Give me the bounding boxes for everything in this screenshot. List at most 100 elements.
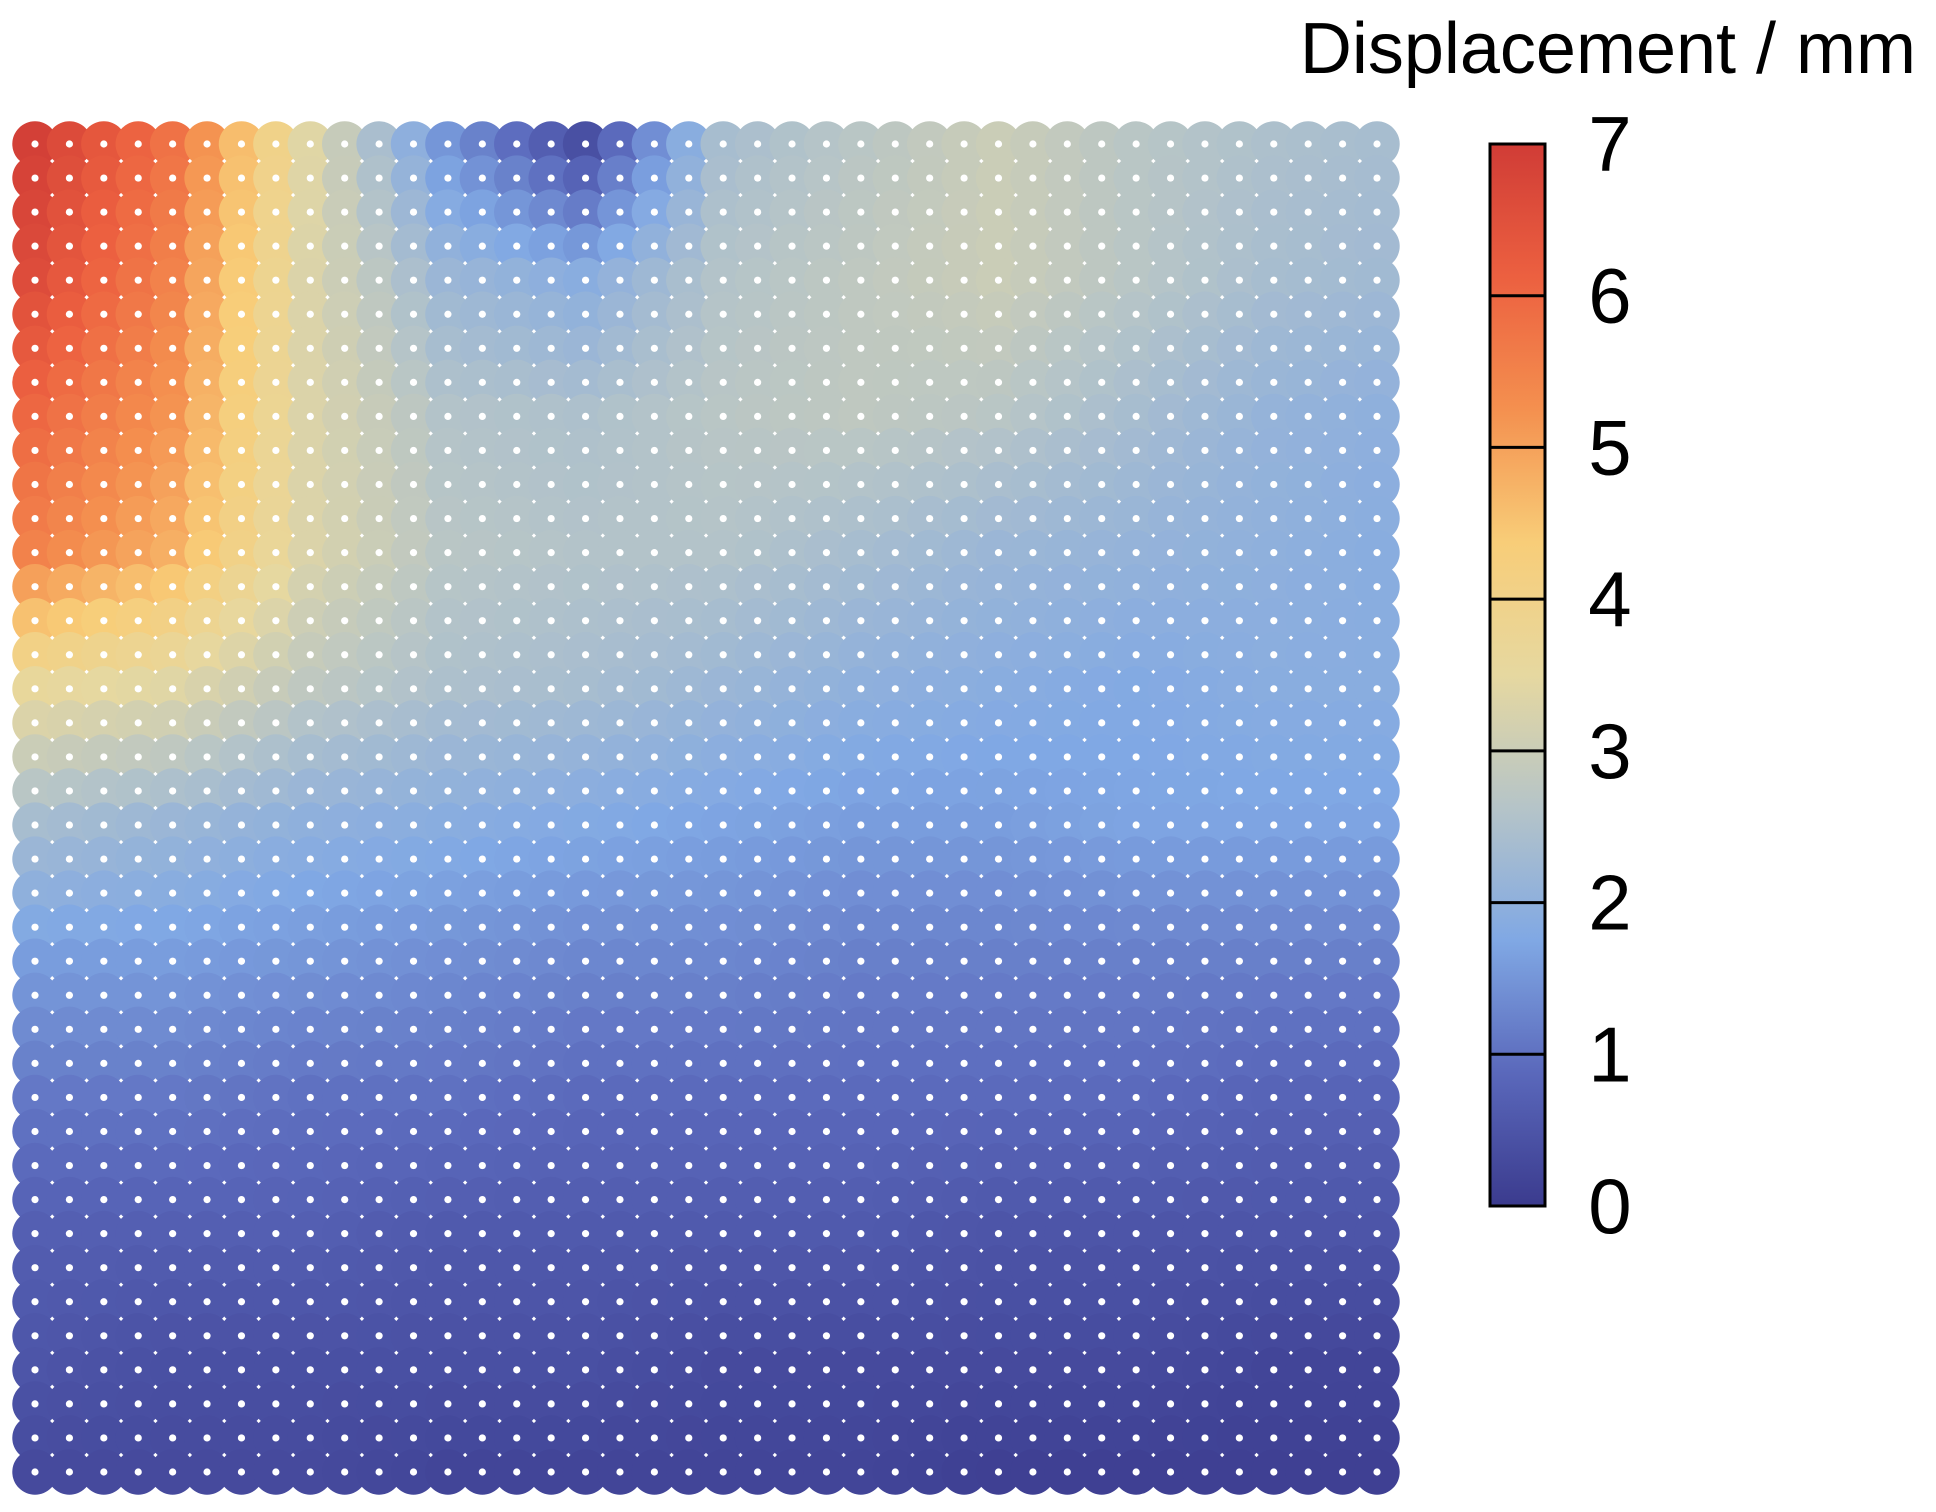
measurement-point	[1338, 446, 1347, 455]
measurement-point	[1029, 480, 1037, 489]
measurement-point	[306, 1230, 314, 1238]
measurement-point	[1132, 1059, 1140, 1067]
measurement-point	[1132, 617, 1140, 625]
measurement-point	[237, 1468, 246, 1476]
measurement-point	[478, 991, 486, 999]
measurement-point	[100, 174, 108, 182]
measurement-point	[1270, 617, 1278, 625]
measurement-point	[581, 1161, 590, 1170]
measurement-point	[1166, 344, 1175, 352]
measurement-point	[272, 514, 280, 523]
measurement-point	[341, 889, 349, 897]
measurement-point	[1098, 617, 1106, 625]
measurement-point	[272, 412, 280, 421]
measurement-point	[650, 651, 658, 659]
measurement-point	[31, 1127, 39, 1136]
measurement-point	[272, 889, 280, 897]
measurement-point	[203, 344, 211, 352]
colorbar-tick-label: 7	[1588, 100, 1631, 188]
measurement-point	[444, 1264, 452, 1272]
measurement-point	[754, 821, 762, 829]
measurement-point	[100, 753, 108, 761]
measurement-point	[444, 923, 452, 931]
measurement-point	[581, 1127, 590, 1136]
measurement-point	[754, 1230, 762, 1238]
measurement-point	[237, 310, 246, 318]
measurement-point	[306, 787, 314, 795]
measurement-point	[1235, 889, 1243, 897]
measurement-point	[1029, 208, 1037, 216]
measurement-point	[65, 787, 74, 795]
measurement-point	[857, 685, 865, 693]
measurement-point	[478, 583, 486, 591]
measurement-point	[788, 1025, 796, 1033]
measurement-point	[788, 1468, 796, 1476]
measurement-point	[857, 991, 865, 999]
measurement-point	[409, 549, 418, 557]
measurement-point	[409, 174, 418, 182]
measurement-point	[994, 140, 1003, 148]
measurement-point	[1270, 1332, 1278, 1340]
measurement-point	[513, 1468, 521, 1476]
measurement-point	[1270, 923, 1278, 931]
measurement-point	[31, 957, 39, 965]
measurement-point	[994, 1264, 1003, 1272]
measurement-point	[926, 549, 934, 557]
measurement-point	[1201, 1161, 1209, 1170]
measurement-point	[857, 1468, 865, 1476]
measurement-point	[100, 719, 108, 727]
measurement-point	[650, 1366, 658, 1374]
measurement-point	[1338, 549, 1347, 557]
measurement-point	[478, 821, 486, 829]
measurement-point	[306, 242, 314, 250]
measurement-point	[960, 480, 968, 489]
measurement-point	[1304, 753, 1312, 761]
measurement-point	[1235, 991, 1243, 999]
measurement-point	[1201, 957, 1209, 965]
measurement-point	[1132, 1400, 1140, 1408]
measurement-point	[1166, 412, 1175, 421]
measurement-point	[237, 821, 246, 829]
measurement-point	[891, 1298, 899, 1306]
measurement-point	[994, 991, 1003, 999]
measurement-point	[616, 651, 624, 659]
measurement-point	[375, 685, 383, 693]
measurement-point	[754, 1298, 762, 1306]
measurement-point	[1166, 378, 1175, 386]
measurement-point	[341, 1332, 349, 1340]
measurement-point	[1063, 1468, 1071, 1476]
measurement-point	[272, 651, 280, 659]
measurement-point	[306, 685, 314, 693]
measurement-point	[1098, 1332, 1106, 1340]
measurement-point	[31, 753, 39, 761]
measurement-point	[444, 719, 452, 727]
measurement-point	[444, 889, 452, 897]
measurement-point	[1338, 1025, 1347, 1033]
measurement-point	[891, 1434, 899, 1442]
measurement-point	[857, 923, 865, 931]
measurement-point	[1270, 855, 1278, 863]
measurement-point	[31, 1468, 39, 1476]
measurement-point	[272, 1059, 280, 1067]
measurement-point	[306, 1025, 314, 1033]
measurement-point	[409, 1059, 418, 1067]
colorbar-tick-label: 3	[1588, 707, 1631, 795]
measurement-point	[65, 1230, 74, 1238]
measurement-point	[581, 991, 590, 999]
measurement-point	[685, 1332, 693, 1340]
measurement-point	[788, 583, 796, 591]
measurement-point	[685, 174, 693, 182]
measurement-point	[857, 1264, 865, 1272]
measurement-point	[1270, 378, 1278, 386]
measurement-point	[1235, 1195, 1243, 1204]
measurement-point	[100, 923, 108, 931]
measurement-point	[409, 1298, 418, 1306]
measurement-point	[1373, 1059, 1381, 1067]
measurement-point	[1235, 1434, 1243, 1442]
measurement-point	[1235, 821, 1243, 829]
measurement-point	[65, 821, 74, 829]
measurement-point	[788, 310, 796, 318]
measurement-point	[134, 923, 142, 931]
measurement-point	[754, 1332, 762, 1340]
measurement-point	[926, 276, 934, 284]
